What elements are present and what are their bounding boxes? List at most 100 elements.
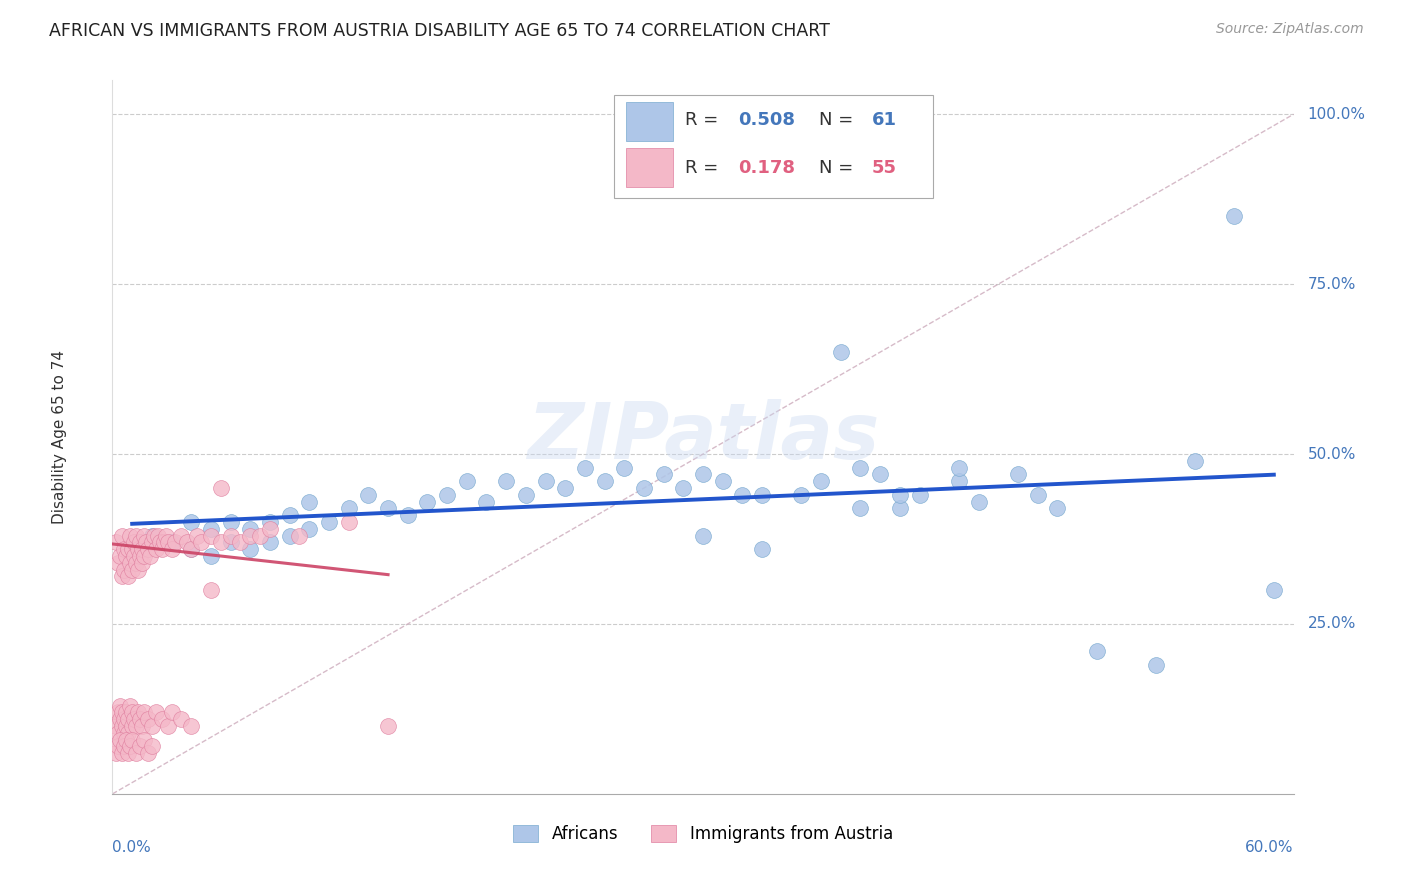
- Point: [120, 556, 142, 570]
- Point: [1144, 657, 1167, 672]
- Text: R =: R =: [685, 159, 718, 177]
- Point: [849, 501, 872, 516]
- Point: [129, 535, 152, 549]
- Point: [110, 732, 132, 747]
- Point: [160, 706, 183, 720]
- Point: [145, 542, 167, 557]
- Point: [129, 712, 152, 726]
- Point: [110, 712, 132, 726]
- Point: [948, 475, 970, 489]
- Point: [436, 488, 458, 502]
- Point: [121, 706, 143, 720]
- Point: [107, 739, 129, 754]
- Point: [115, 719, 138, 733]
- Point: [652, 467, 675, 482]
- Point: [112, 725, 135, 739]
- Point: [170, 528, 193, 542]
- Point: [117, 746, 139, 760]
- Point: [613, 460, 636, 475]
- Point: [115, 732, 138, 747]
- Point: [377, 501, 399, 516]
- Point: [107, 556, 129, 570]
- Point: [141, 739, 163, 754]
- Point: [136, 712, 159, 726]
- Point: [125, 719, 148, 733]
- Point: [554, 481, 576, 495]
- Point: [259, 535, 281, 549]
- Point: [318, 515, 340, 529]
- Point: [141, 719, 163, 733]
- Point: [186, 528, 208, 542]
- Point: [111, 719, 134, 733]
- Point: [135, 535, 157, 549]
- Point: [127, 563, 149, 577]
- Text: N =: N =: [818, 159, 853, 177]
- Point: [105, 746, 128, 760]
- Point: [112, 563, 135, 577]
- Point: [160, 535, 183, 549]
- Point: [117, 569, 139, 583]
- Point: [672, 481, 695, 495]
- Point: [111, 746, 134, 760]
- Point: [180, 542, 202, 557]
- Point: [1184, 454, 1206, 468]
- Point: [219, 535, 242, 549]
- Point: [849, 460, 872, 475]
- Point: [534, 475, 557, 489]
- Point: [156, 535, 179, 549]
- Point: [1085, 644, 1108, 658]
- Point: [117, 712, 139, 726]
- Point: [278, 508, 301, 523]
- Point: [1223, 209, 1246, 223]
- Point: [830, 345, 852, 359]
- Point: [1263, 582, 1285, 597]
- Point: [889, 488, 911, 502]
- Point: [105, 535, 128, 549]
- Point: [574, 460, 596, 475]
- Point: [115, 549, 138, 563]
- Point: [107, 706, 129, 720]
- Point: [751, 488, 773, 502]
- Point: [129, 549, 152, 563]
- Point: [239, 528, 262, 542]
- Point: [298, 494, 321, 508]
- Text: 0.0%: 0.0%: [112, 840, 152, 855]
- Point: [129, 739, 152, 754]
- Point: [112, 739, 135, 754]
- Point: [117, 542, 139, 557]
- Point: [131, 542, 153, 557]
- Point: [396, 508, 419, 523]
- Point: [121, 563, 143, 577]
- Point: [239, 522, 262, 536]
- Text: 55: 55: [872, 159, 897, 177]
- Point: [141, 528, 163, 542]
- Point: [751, 542, 773, 557]
- Point: [180, 542, 202, 557]
- Point: [141, 535, 163, 549]
- Point: [200, 528, 222, 542]
- Point: [149, 535, 172, 549]
- Point: [111, 706, 134, 720]
- Text: 25.0%: 25.0%: [1308, 616, 1355, 632]
- Point: [209, 481, 232, 495]
- Point: [112, 712, 135, 726]
- Point: [155, 528, 177, 542]
- Point: [121, 732, 143, 747]
- Point: [142, 528, 165, 542]
- Point: [156, 719, 179, 733]
- Point: [377, 719, 399, 733]
- Point: [131, 556, 153, 570]
- Text: ZIPatlas: ZIPatlas: [527, 399, 879, 475]
- Point: [131, 719, 153, 733]
- Point: [139, 549, 162, 563]
- Text: 100.0%: 100.0%: [1308, 107, 1365, 122]
- Legend: Africans, Immigrants from Austria: Africans, Immigrants from Austria: [506, 818, 900, 850]
- Point: [117, 725, 139, 739]
- Point: [593, 475, 616, 489]
- Point: [112, 542, 135, 557]
- Point: [180, 719, 202, 733]
- Point: [810, 475, 832, 489]
- Text: R =: R =: [685, 111, 718, 128]
- Point: [633, 481, 655, 495]
- Point: [456, 475, 478, 489]
